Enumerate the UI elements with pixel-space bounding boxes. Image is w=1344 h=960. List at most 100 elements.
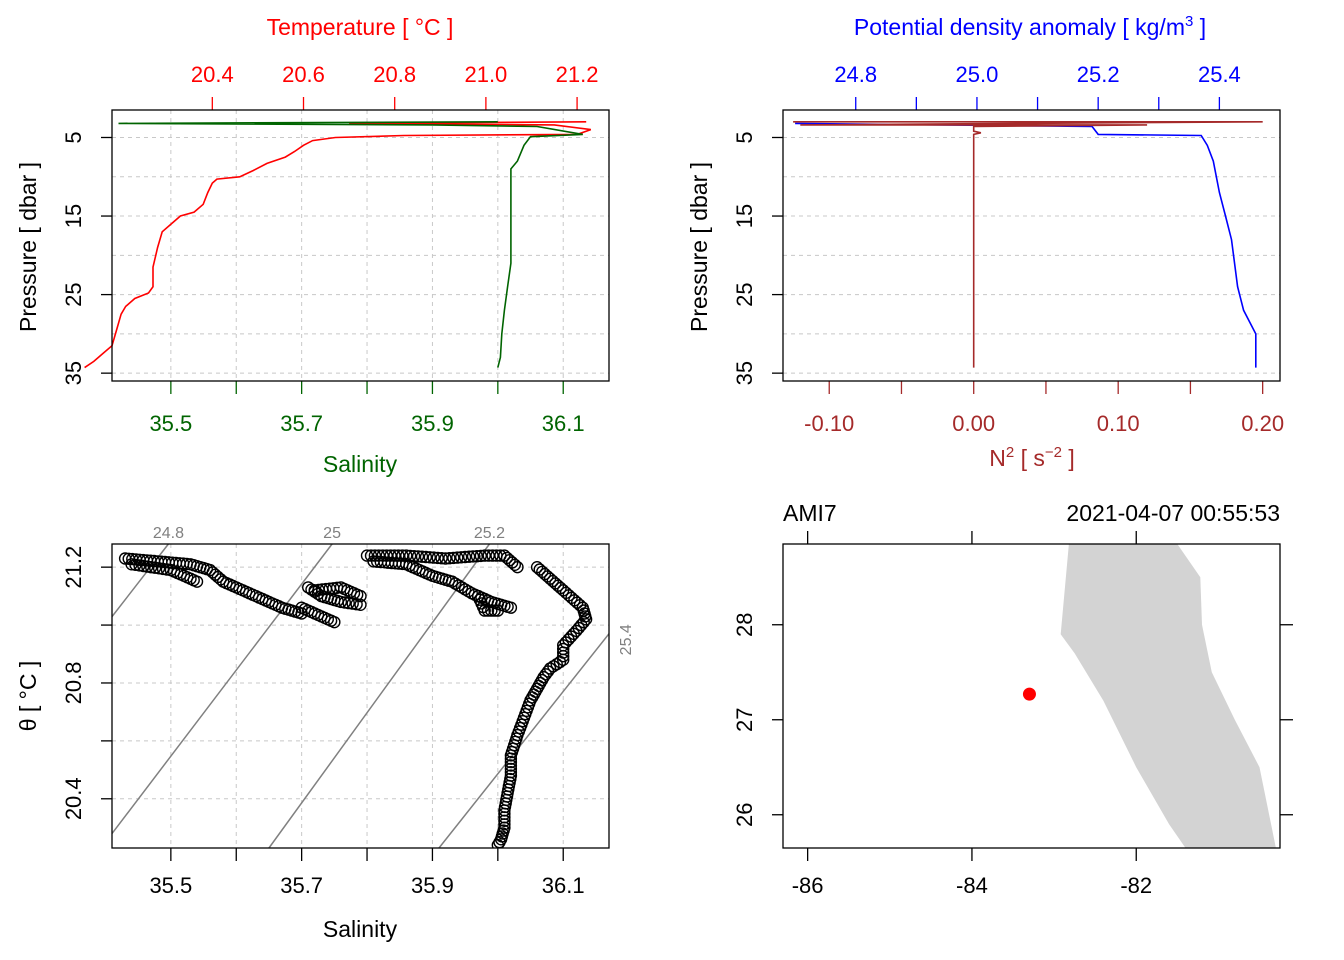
p1-y-axis-title: Pressure [ dbar ] — [15, 162, 41, 332]
p3-plot-frame — [111, 543, 610, 849]
p2-bottom-tick-label: -0.10 — [804, 411, 854, 436]
isopycnal-label: 25.4 — [618, 624, 635, 655]
salinity-profile-line — [118, 121, 583, 368]
ts-point — [328, 615, 341, 629]
ts-point — [419, 550, 433, 564]
ts-point — [557, 650, 570, 663]
ts-point — [152, 562, 166, 575]
ts-point — [498, 818, 511, 831]
p4-y-tick-label: 27 — [732, 708, 757, 732]
p3-y-axis-title: θ [ °C ] — [15, 661, 41, 732]
ts-point — [474, 549, 487, 563]
p3-x-tick-label: 35.7 — [280, 873, 323, 898]
map-station-label: AMI7 — [783, 500, 837, 526]
ts-point — [125, 558, 138, 571]
ts-point — [411, 550, 425, 563]
p4-y-tick-label: 26 — [732, 803, 757, 827]
ts-point — [488, 604, 501, 617]
ts-point — [415, 550, 429, 563]
ts-point — [470, 550, 484, 563]
p1-top-tick-label: 20.8 — [373, 62, 416, 87]
p1-y-tick-label: 35 — [61, 361, 86, 385]
ts-point — [550, 658, 563, 671]
ts-point — [504, 601, 518, 614]
p3-y-tick-label: 20.8 — [61, 662, 86, 705]
p2-bottom-tick-label: 0.00 — [952, 411, 995, 436]
ts-point — [504, 759, 518, 772]
ts-point — [455, 551, 468, 564]
ts-point — [443, 552, 456, 565]
ts-point — [478, 604, 491, 617]
ts-point — [141, 560, 154, 573]
ts-point — [148, 561, 162, 574]
ts-point — [427, 551, 440, 564]
ts-point — [423, 551, 436, 564]
p4-y-tick-label: 28 — [732, 613, 757, 637]
p3-y-tick-label: 21.2 — [61, 546, 86, 589]
isopycnal-line — [268, 543, 491, 849]
p1-bottom-tick-label: 35.9 — [411, 411, 454, 436]
p4-x-tick-label: -86 — [792, 873, 824, 898]
p1-y-tick-label: 5 — [61, 131, 86, 143]
isopycnal-label: 25 — [323, 525, 341, 542]
station-marker — [1022, 687, 1036, 701]
p1-top-axis-title: Temperature [ °C ] — [267, 14, 454, 40]
p1-top-tick-label: 21.2 — [556, 62, 599, 87]
isopycnal-line — [438, 633, 610, 849]
ts-point — [553, 655, 567, 669]
ts-point — [491, 838, 505, 848]
p1-y-tick-label: 15 — [61, 204, 86, 228]
p2-plot-frame — [782, 109, 1281, 382]
p1-y-tick-label: 25 — [61, 282, 86, 306]
p3-x-tick-label: 35.9 — [411, 873, 454, 898]
panel-ts-diagram: 24.8 25 25.2 25.4 35.5 35.7 35.9 36.1 Salinity… — [15, 525, 635, 942]
panel-station-map: -86 -84 -82 26 27 28 AMI7 2021-04-07 00:55:5… — [732, 500, 1293, 898]
ts-point — [137, 559, 150, 573]
ts-point — [431, 551, 444, 565]
p2-y-tick-label: 15 — [732, 204, 757, 228]
ts-point — [511, 560, 524, 574]
p3-x-tick-label: 35.5 — [149, 873, 192, 898]
ts-point — [334, 595, 348, 609]
ts-point — [466, 550, 480, 563]
p2-y-tick-label: 35 — [732, 361, 757, 385]
ts-point — [458, 550, 472, 564]
ts-point — [462, 550, 476, 563]
p2-top-tick-label: 25.2 — [1077, 62, 1120, 87]
ts-point — [508, 558, 521, 571]
ts-point — [485, 604, 498, 617]
ts-point — [504, 752, 518, 765]
p1-top-tick-label: 20.6 — [282, 62, 325, 87]
p2-bottom-axis-title: N2 [ s−2 ] — [989, 444, 1075, 471]
ts-point — [338, 596, 351, 609]
p1-bottom-axis-title: Salinity — [323, 451, 398, 477]
p2-bottom-tick-label: 0.20 — [1241, 411, 1284, 436]
ts-point — [481, 604, 495, 617]
ts-point — [504, 749, 518, 762]
p1-plot-frame — [111, 109, 610, 382]
temperature-profile-line — [84, 121, 592, 369]
p1-top-tick-label: 20.4 — [191, 62, 234, 87]
ts-point — [445, 575, 459, 588]
ts-point — [504, 755, 518, 769]
ts-point — [447, 551, 460, 565]
ts-point — [354, 589, 367, 603]
ts-point — [190, 575, 204, 588]
ts-point — [451, 551, 464, 564]
p2-top-axis-title: Potential density anomaly [ kg/m3 ] — [854, 13, 1206, 40]
p1-top-tick-label: 21.0 — [464, 62, 507, 87]
florida-landmass — [1060, 544, 1276, 848]
ts-point — [491, 604, 505, 617]
p1-bottom-tick-label: 36.1 — [542, 411, 585, 436]
isopycnal-line — [111, 543, 333, 835]
p2-top-tick-label: 25.0 — [956, 62, 999, 87]
p4-x-tick-label: -84 — [956, 873, 988, 898]
density-profile-line — [795, 122, 1257, 368]
isopycnal-label: 24.8 — [153, 525, 184, 542]
panel-ts-profile: Temperature [ °C ] 20.4 20.6 20.8 21.0 21.2 … — [15, 14, 610, 477]
ts-point — [144, 561, 158, 574]
isopycnal-label: 25.2 — [474, 525, 505, 542]
ts-point — [435, 552, 448, 565]
ts-point — [486, 549, 499, 562]
